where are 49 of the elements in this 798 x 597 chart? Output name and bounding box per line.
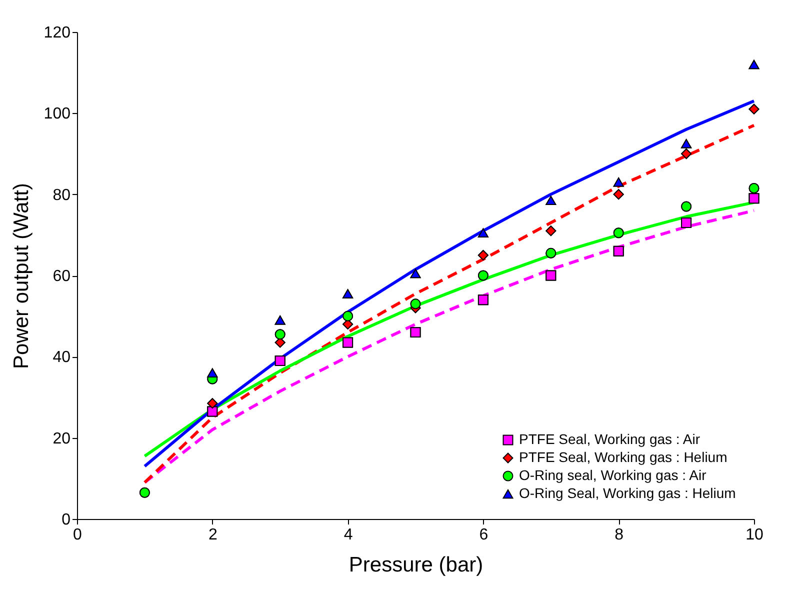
point — [139, 487, 150, 498]
x-tick-label: 8 — [614, 526, 624, 544]
point — [546, 248, 556, 258]
x-tick-label: 10 — [746, 526, 764, 544]
point — [410, 327, 421, 338]
y-tick-label: 60 — [52, 268, 71, 285]
y-tick-label: 0 — [62, 512, 71, 528]
point — [410, 298, 421, 310]
x-tick-label: 6 — [479, 526, 488, 544]
y-tick-label: 20 — [52, 430, 71, 448]
legend-label: PTFE Seal, Working gas : Helium — [519, 449, 728, 465]
point — [410, 268, 421, 278]
y-tick-label: 100 — [44, 106, 71, 123]
y-tick-label: 80 — [52, 186, 71, 204]
x-axis-title: Pressure (bar) — [348, 554, 484, 576]
point — [546, 270, 556, 281]
point — [546, 196, 556, 206]
point — [342, 337, 354, 348]
x-tick-label: 4 — [344, 526, 353, 544]
point — [274, 316, 286, 325]
point — [681, 201, 692, 212]
point — [342, 310, 354, 322]
point — [748, 60, 760, 70]
point — [748, 193, 760, 204]
legend-label: O-Ring seal, Working gas : Air — [519, 467, 707, 483]
point — [613, 246, 624, 256]
point — [207, 368, 218, 378]
legend-label: O-Ring Seal, Working gas : Helium — [519, 485, 736, 501]
point — [478, 250, 488, 260]
point — [681, 218, 692, 228]
x-tick-label: 2 — [208, 526, 218, 544]
point — [546, 226, 556, 236]
point — [274, 329, 286, 340]
point — [478, 294, 488, 306]
point — [613, 228, 624, 238]
point — [613, 189, 624, 200]
point — [613, 178, 624, 187]
legend-label: PTFE Seal, Working gas : Air — [519, 431, 700, 447]
point — [748, 104, 760, 114]
x-tick-label: 0 — [73, 526, 82, 544]
y-axis-title: Power output (Watt) — [10, 183, 33, 369]
point — [748, 183, 760, 194]
point — [478, 270, 488, 281]
point — [681, 138, 692, 148]
point — [342, 289, 354, 298]
y-tick-label: 120 — [44, 24, 71, 42]
y-tick-label: 40 — [52, 349, 71, 366]
point — [207, 398, 218, 409]
point — [681, 148, 692, 159]
